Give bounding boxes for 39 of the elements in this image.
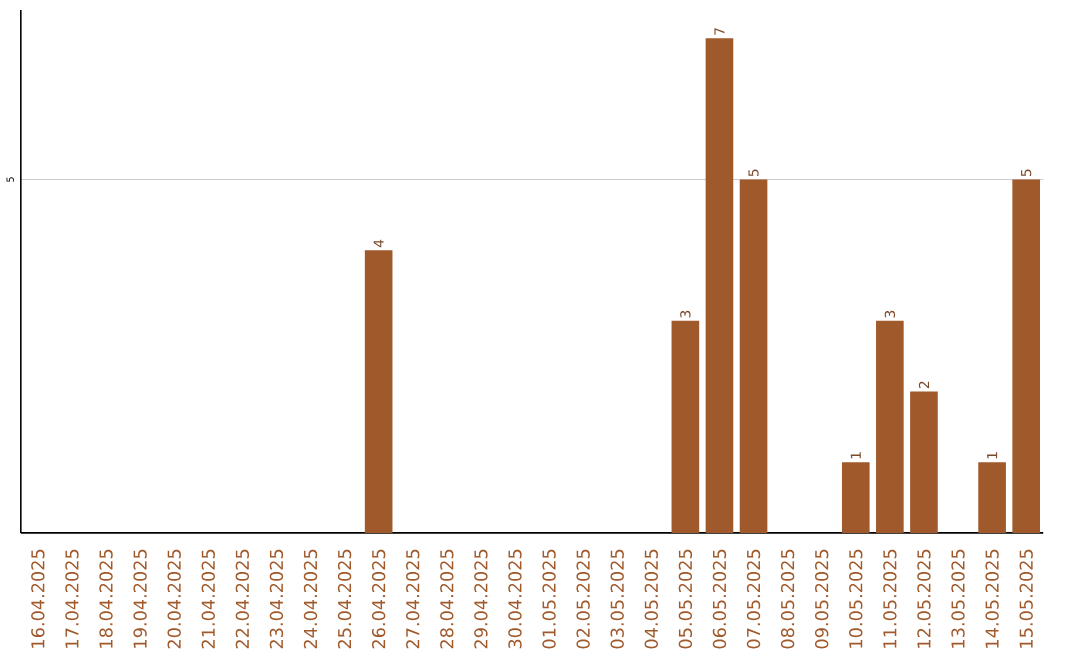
bar xyxy=(671,321,700,534)
x-tick-label: 26.04.2025 xyxy=(371,550,386,649)
x-tick-label: 30.04.2025 xyxy=(508,550,522,649)
x-tick-label: 22.04.2025 xyxy=(235,550,250,649)
bar xyxy=(841,462,870,534)
x-tick-label: 16.04.2025 xyxy=(31,550,45,649)
x-tick-label: 21.04.2025 xyxy=(201,550,215,649)
bar xyxy=(910,392,938,534)
x-tick-label: 03.05.2025 xyxy=(610,550,624,649)
x-tick-label: 09.05.2025 xyxy=(815,550,829,649)
x-tick-label: 12.05.2025 xyxy=(917,550,931,649)
x-tick-label: 01.05.2025 xyxy=(542,550,556,649)
x-tick-label: 24.04.2025 xyxy=(303,550,318,649)
x-tick-label: 15.05.2025 xyxy=(1019,550,1033,649)
x-tick-label: 10.05.2025 xyxy=(849,550,863,649)
bar xyxy=(705,38,734,534)
x-tick-label: 17.04.2025 xyxy=(65,550,79,649)
bar xyxy=(364,250,393,534)
x-tick-label: 27.04.2025 xyxy=(406,550,420,649)
x-tick-label: 14.05.2025 xyxy=(985,550,999,649)
x-tick-label: 28.04.2025 xyxy=(440,550,454,649)
x-tick-label: 04.05.2025 xyxy=(644,550,658,649)
x-tick-label: 07.05.2025 xyxy=(746,550,761,649)
x-tick-label: 13.05.2025 xyxy=(951,550,965,649)
x-tick-label: 11.05.2025 xyxy=(883,550,897,649)
bar xyxy=(978,462,1006,534)
x-tick-label: 06.05.2025 xyxy=(712,550,727,649)
bar xyxy=(739,179,768,534)
x-tick-label: 08.05.2025 xyxy=(780,550,795,649)
x-tick-label: 18.04.2025 xyxy=(99,550,113,649)
bar xyxy=(1012,179,1040,534)
x-tick-label: 05.05.2025 xyxy=(678,550,693,649)
x-tick-label: 20.04.2025 xyxy=(167,550,181,649)
x-tick-label: 25.04.2025 xyxy=(337,550,352,649)
x-tick-label: 23.04.2025 xyxy=(269,550,284,649)
x-tick-label: 02.05.2025 xyxy=(576,550,590,649)
x-tick-label: 19.04.2025 xyxy=(133,550,147,649)
x-tick-label: 29.04.2025 xyxy=(474,550,488,649)
bar xyxy=(876,321,904,534)
